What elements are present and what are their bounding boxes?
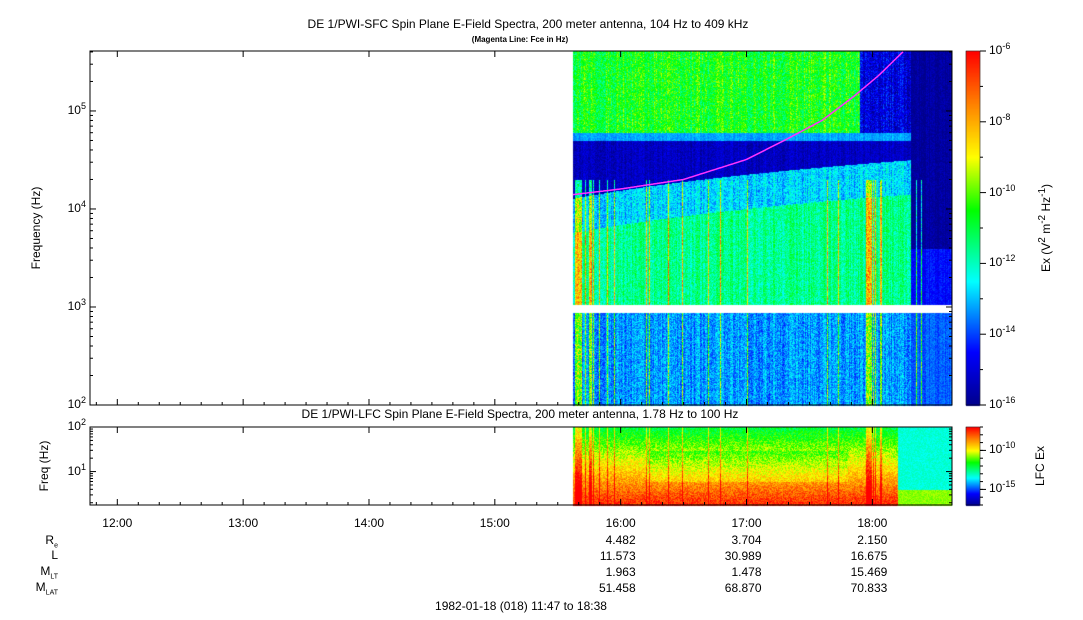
ephem-l-0: 11.573 <box>599 549 636 563</box>
fce-line <box>572 51 904 196</box>
ephem-re-1: 3.704 <box>731 533 762 547</box>
colorbar-tick-label-4: 10-14 <box>989 324 1016 341</box>
top-y-label: Frequency (Hz) <box>29 186 43 270</box>
ephem-l-2: 16.675 <box>850 549 888 563</box>
ephem-label-re: Re <box>45 533 58 550</box>
ephem-label-l: L <box>51 548 58 562</box>
bottom-panel-frame <box>89 426 953 506</box>
x-tick-label-6: 18:00 <box>857 516 888 530</box>
ephem-mlat-0: 51.458 <box>598 581 636 595</box>
y-tick-label-0-3: 105 <box>67 100 86 117</box>
x-tick-label-3: 15:00 <box>479 516 510 530</box>
ephem-mlat-2: 70.833 <box>850 581 888 595</box>
x-tick-label-2: 14:00 <box>353 516 384 530</box>
y-tick-label-0-1: 103 <box>67 296 86 313</box>
ephem-re-0: 4.482 <box>605 533 636 547</box>
colorbar-tick-label-0: 10-6 <box>989 41 1011 57</box>
y-tick-label-1-1: 102 <box>67 417 86 433</box>
x-tick-label-5: 17:00 <box>731 516 762 530</box>
bottom-colorbar-frame <box>965 426 981 506</box>
y-tick-label-0-0: 102 <box>67 395 86 411</box>
ephem-label-mlt: MLT <box>40 564 58 581</box>
ephem-label-mlat: MLAT <box>35 580 58 597</box>
ephem-re-2: 2.150 <box>857 533 888 547</box>
top-panel-subtitle: (Magenta Line: Fce in Hz) <box>471 35 569 44</box>
colorbar-tick-label-1: 10-8 <box>989 111 1011 128</box>
ephem-mlat-1: 68.870 <box>724 581 762 595</box>
ephem-mlt-1: 1.478 <box>731 565 762 579</box>
date-range-footer: 1982-01-18 (018) 11:47 to 18:38 <box>435 599 607 613</box>
top-panel-title: DE 1/PWI-SFC Spin Plane E-Field Spectra,… <box>307 17 749 31</box>
bottom-colorbar-label: LFC Ex <box>1033 445 1047 487</box>
ephem-mlt-2: 15.469 <box>850 565 888 579</box>
top-colorbar-label: Ex (V2 m-2 Hz-1) <box>1037 183 1053 273</box>
x-tick-label-1: 13:00 <box>228 516 259 530</box>
lfc-colorbar-tick-label-0: 10-10 <box>989 440 1016 457</box>
lfc-colorbar-tick-label-1: 10-15 <box>989 479 1016 496</box>
ephem-mlt-0: 1.963 <box>605 565 636 579</box>
ephem-l-1: 30.989 <box>724 549 762 563</box>
y-tick-label-1-0: 101 <box>67 461 86 478</box>
bottom-y-label: Freq (Hz) <box>37 440 51 492</box>
top-panel-frame <box>89 50 953 406</box>
x-tick-label-4: 16:00 <box>605 516 636 530</box>
bottom-panel-title: DE 1/PWI-LFC Spin Plane E-Field Spectra,… <box>301 407 739 421</box>
colorbar-tick-label-5: 10-16 <box>989 395 1016 411</box>
colorbar-tick-label-2: 10-10 <box>989 182 1016 199</box>
y-tick-label-0-2: 104 <box>67 198 86 215</box>
top-colorbar-frame <box>965 50 981 406</box>
x-tick-label-0: 12:00 <box>102 516 133 530</box>
colorbar-tick-label-3: 10-12 <box>989 253 1016 270</box>
